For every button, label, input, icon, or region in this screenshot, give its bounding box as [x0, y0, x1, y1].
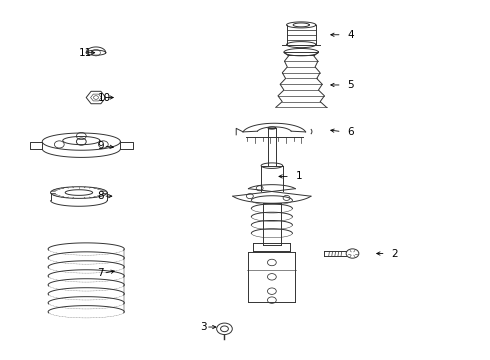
- Text: 3: 3: [200, 322, 207, 332]
- Text: 1: 1: [295, 171, 302, 181]
- Text: 2: 2: [392, 248, 398, 258]
- Text: 4: 4: [347, 30, 354, 40]
- Text: 6: 6: [347, 127, 354, 136]
- Text: 10: 10: [98, 93, 111, 103]
- Text: 5: 5: [347, 80, 354, 90]
- Text: 8: 8: [98, 191, 104, 201]
- Text: 7: 7: [98, 268, 104, 278]
- Text: 9: 9: [98, 141, 104, 151]
- Text: 11: 11: [79, 48, 92, 58]
